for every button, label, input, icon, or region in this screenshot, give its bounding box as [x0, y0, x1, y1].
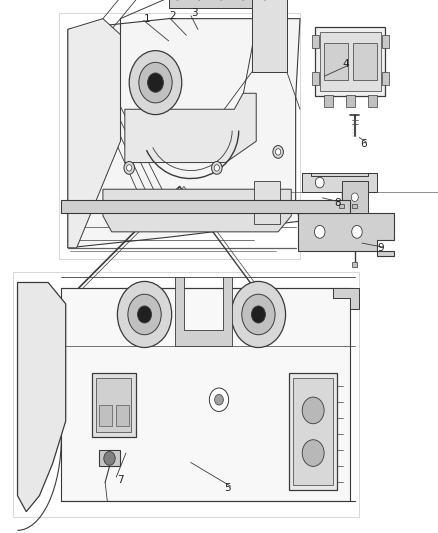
Polygon shape	[175, 277, 232, 346]
Circle shape	[129, 51, 182, 115]
Bar	[59, 13, 300, 259]
Circle shape	[127, 165, 132, 171]
Circle shape	[251, 306, 265, 323]
Bar	[13, 272, 359, 517]
Bar	[302, 173, 377, 192]
Circle shape	[104, 451, 115, 465]
Bar	[61, 288, 350, 501]
Polygon shape	[298, 213, 394, 256]
Bar	[169, 0, 274, 8]
Bar	[368, 95, 377, 107]
Text: 7: 7	[117, 475, 124, 484]
Circle shape	[302, 440, 324, 466]
Circle shape	[214, 165, 219, 171]
Bar	[99, 405, 112, 426]
Bar	[92, 373, 136, 437]
Bar	[353, 43, 377, 80]
Polygon shape	[302, 173, 377, 192]
Bar	[254, 181, 280, 224]
Circle shape	[302, 397, 324, 424]
Text: 1: 1	[143, 14, 150, 23]
Bar	[116, 405, 129, 426]
Circle shape	[212, 161, 222, 174]
Text: 2: 2	[170, 11, 177, 21]
Bar	[339, 204, 344, 208]
Text: 9: 9	[378, 243, 385, 253]
Circle shape	[352, 225, 362, 238]
Polygon shape	[68, 19, 300, 248]
Bar	[382, 72, 389, 85]
Bar	[312, 72, 319, 85]
Bar	[324, 43, 348, 80]
Text: 6: 6	[360, 139, 367, 149]
Circle shape	[209, 388, 229, 411]
Bar	[99, 450, 120, 466]
Circle shape	[215, 394, 223, 405]
Bar	[293, 378, 333, 485]
Circle shape	[242, 294, 275, 335]
Polygon shape	[342, 181, 368, 213]
Bar	[346, 95, 355, 107]
Circle shape	[276, 149, 281, 155]
Bar	[352, 262, 357, 266]
Bar	[312, 35, 319, 48]
Bar	[352, 204, 357, 208]
Circle shape	[124, 161, 134, 174]
Bar	[315, 27, 385, 96]
Circle shape	[315, 177, 324, 188]
Bar	[382, 35, 389, 48]
Circle shape	[117, 281, 172, 348]
Circle shape	[314, 225, 325, 238]
Bar	[320, 32, 381, 91]
Polygon shape	[68, 19, 120, 248]
Circle shape	[148, 73, 163, 92]
Bar	[252, 0, 287, 72]
Text: 8: 8	[334, 198, 341, 207]
Polygon shape	[333, 288, 359, 309]
Polygon shape	[18, 282, 66, 512]
Polygon shape	[125, 93, 256, 163]
Bar	[61, 200, 350, 213]
Polygon shape	[103, 189, 291, 232]
Bar	[324, 95, 333, 107]
Circle shape	[231, 281, 286, 348]
Text: 3: 3	[191, 9, 198, 18]
Bar	[289, 373, 337, 490]
Circle shape	[128, 294, 161, 335]
Text: 5: 5	[224, 483, 231, 492]
Bar	[96, 378, 131, 432]
Circle shape	[138, 306, 152, 323]
Circle shape	[273, 146, 283, 158]
Circle shape	[139, 62, 172, 103]
Circle shape	[351, 193, 358, 201]
Text: 4: 4	[343, 59, 350, 69]
